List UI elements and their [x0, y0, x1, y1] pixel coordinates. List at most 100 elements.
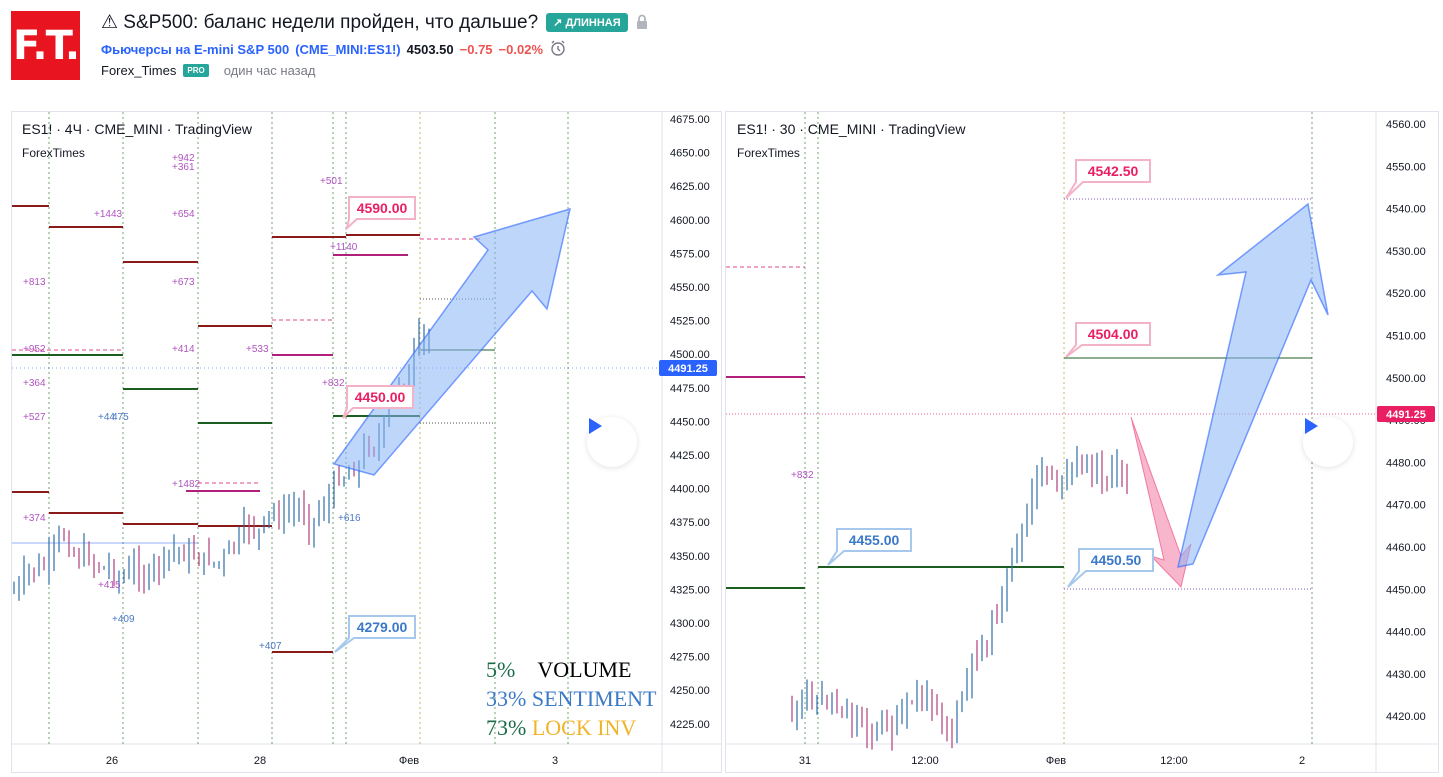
y-tick: 4225.00	[670, 719, 710, 731]
label-4450-5-text: 4450.50	[1091, 552, 1142, 568]
svg-text:+409: +409	[112, 614, 135, 625]
svg-text:+527: +527	[23, 412, 46, 423]
symbol-link[interactable]: Фьючерсы на E-mini S&P 500	[101, 42, 290, 57]
y-tick: 4375.00	[670, 517, 710, 529]
right-x-tick: 2	[1299, 755, 1305, 767]
svg-text:+942: +942	[172, 153, 195, 164]
left-chart-title: ES1! · 4Ч · CME_MINI · TradingView	[22, 121, 253, 137]
alarm-clock-icon[interactable]	[549, 39, 567, 60]
svg-text:+1482: +1482	[172, 479, 201, 490]
stats-block: 5% VOLUME 33% SENTIMENT 73% LOCK INV	[486, 655, 656, 742]
y-tick: 4430.00	[1386, 669, 1426, 681]
symbol-ticker-link[interactable]: (CME_MINI:ES1!)	[295, 42, 401, 57]
y-tick: 4525.00	[670, 316, 710, 328]
label-4455-text: 4455.00	[849, 532, 900, 548]
y-tick: 4550.00	[670, 282, 710, 294]
y-tick: 4650.00	[670, 148, 710, 160]
label-4590: 4590.00	[345, 196, 416, 231]
y-tick: 4450.00	[1386, 584, 1426, 596]
author-row: Forex_Times PRO один час назад	[101, 63, 315, 78]
stat-lock-inv: 73% LOCK INV	[486, 715, 637, 740]
play-button[interactable]	[587, 417, 637, 467]
svg-text:+374: +374	[23, 513, 46, 524]
y-tick: 4625.00	[670, 181, 710, 193]
label-4504-text: 4504.00	[1088, 326, 1139, 342]
y-tick: 4475.00	[670, 383, 710, 395]
label-4450-text: 4450.00	[355, 389, 406, 405]
right-chart-subtitle: ForexTimes	[737, 146, 800, 160]
y-tick: 4510.00	[1386, 331, 1426, 343]
y-tick: 4400.00	[670, 484, 710, 496]
svg-text:+813: +813	[23, 277, 46, 288]
left-x-tick: 28	[254, 755, 266, 767]
y-tick: 4250.00	[670, 685, 710, 697]
price-change-pct: −0.02%	[498, 42, 543, 57]
right-chart-canvas[interactable]: +832 4542.50 4504.00 4455.00 4450.50 456…	[726, 112, 1439, 773]
right-x-tick: 12:00	[911, 755, 939, 767]
svg-text:+832: +832	[791, 470, 814, 481]
y-tick: 4550.00	[1386, 161, 1426, 173]
right-price-tag-text: 4491.25	[1386, 409, 1426, 421]
svg-text:+364: +364	[23, 378, 46, 389]
brand-logo[interactable]: F.T.	[11, 11, 80, 80]
svg-text:+44: +44	[98, 412, 115, 423]
symbol-row: Фьючерсы на E-mini S&P 500 (CME_MINI:ES1…	[101, 39, 567, 60]
label-4450-5: 4450.50	[1067, 548, 1154, 588]
y-tick: 4300.00	[670, 618, 710, 630]
y-tick: 4425.00	[670, 450, 710, 462]
label-4504: 4504.00	[1065, 322, 1151, 358]
play-button-right[interactable]	[1303, 417, 1353, 467]
y-tick: 4500.00	[670, 349, 710, 361]
right-chart-title: ES1! · 30 · CME_MINI · TradingView	[737, 121, 966, 137]
svg-text:+415: +415	[98, 580, 121, 591]
svg-text:+407: +407	[259, 641, 282, 652]
y-tick: 4440.00	[1386, 627, 1426, 639]
label-4542: 4542.50	[1065, 159, 1151, 199]
left-chart-canvas[interactable]: +942+361 +501 +1443 +654 +1140 +813 +673 +…	[12, 112, 722, 773]
y-tick: 4470.00	[1386, 500, 1426, 512]
pro-badge: PRO	[183, 64, 209, 77]
left-price-tag: 4491.25	[659, 360, 717, 376]
svg-text:+654: +654	[172, 209, 195, 220]
y-tick: 4500.00	[1386, 373, 1426, 385]
svg-text:+414: +414	[172, 344, 195, 355]
right-x-tick: Фев	[1046, 755, 1066, 767]
y-tick: 4480.00	[1386, 457, 1426, 469]
right-chart-panel[interactable]: +832 4542.50 4504.00 4455.00 4450.50 456…	[725, 111, 1439, 773]
lock-icon	[636, 14, 648, 30]
svg-text:+952: +952	[23, 344, 46, 355]
label-4279-text: 4279.00	[357, 619, 408, 635]
right-x-tick: 31	[799, 755, 811, 767]
idea-title: ⚠ S&P500: баланс недели пройден, что дал…	[101, 11, 539, 33]
y-tick: 4540.00	[1386, 204, 1426, 216]
y-tick: 4520.00	[1386, 288, 1426, 300]
right-price-tag: 4491.25	[1377, 406, 1435, 422]
svg-text:+1443: +1443	[94, 209, 123, 220]
svg-text:+1140: +1140	[330, 242, 358, 253]
svg-text:+501: +501	[320, 176, 343, 187]
left-chart-panel[interactable]: +942 +361 +501 +1443 +654 +1140 +813 +673 +…	[11, 111, 722, 773]
price-change: −0.75	[459, 42, 493, 57]
y-tick: 4450.00	[670, 416, 710, 428]
svg-text:+673: +673	[172, 277, 195, 288]
last-price: 4503.50	[406, 42, 454, 57]
y-tick: 4575.00	[670, 248, 710, 260]
y-tick: 4350.00	[670, 551, 710, 563]
y-tick: 4460.00	[1386, 542, 1426, 554]
y-tick: 4675.00	[670, 114, 710, 126]
right-x-tick: 12:00	[1160, 755, 1188, 767]
y-tick: 4275.00	[670, 652, 710, 664]
stat-sentiment: 33% SENTIMENT	[486, 686, 657, 711]
author-name[interactable]: Forex_Times	[101, 63, 177, 78]
label-4542-text: 4542.50	[1088, 163, 1139, 179]
svg-text:475: 475	[112, 412, 129, 423]
stat-volume: 5% VOLUME	[486, 657, 632, 682]
y-tick: 4530.00	[1386, 246, 1426, 258]
left-price-tag-text: 4491.25	[668, 363, 708, 375]
svg-text:+533: +533	[246, 344, 269, 355]
left-chart-subtitle: ForexTimes	[22, 146, 85, 160]
label-4455: 4455.00	[827, 528, 912, 566]
y-tick: 4325.00	[670, 584, 710, 596]
left-x-tick: 26	[106, 755, 118, 767]
label-4450: 4450.00	[342, 385, 414, 419]
